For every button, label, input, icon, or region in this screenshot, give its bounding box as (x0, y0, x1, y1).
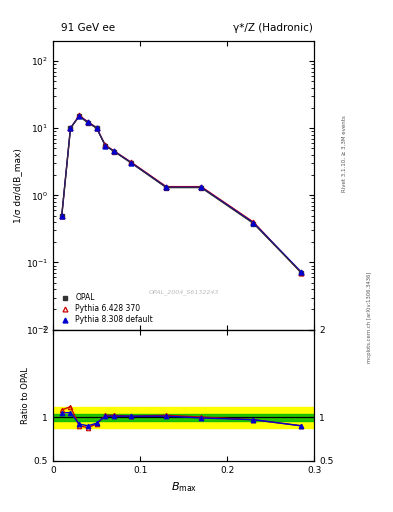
Pythia 6.428 370 (251, 219, 256, 225)
X-axis label: $B_{\rm max}$: $B_{\rm max}$ (171, 480, 197, 494)
Pythia 8.308 default (86, 119, 90, 125)
Line: Pythia 8.308 default: Pythia 8.308 default (59, 114, 304, 274)
OPAL (251, 221, 256, 227)
Pythia 8.308 default (112, 148, 116, 154)
Pythia 6.428 370 (68, 125, 73, 132)
OPAL (164, 185, 169, 191)
OPAL (112, 148, 116, 155)
Pythia 6.428 370 (94, 124, 99, 131)
Text: OPAL_2004_S6132243: OPAL_2004_S6132243 (149, 289, 219, 295)
OPAL (68, 125, 73, 132)
Pythia 6.428 370 (299, 270, 304, 276)
Line: Pythia 6.428 370: Pythia 6.428 370 (59, 113, 304, 275)
Pythia 8.308 default (251, 220, 256, 226)
Pythia 6.428 370 (199, 184, 204, 190)
Pythia 8.308 default (129, 160, 134, 166)
Pythia 6.428 370 (112, 148, 116, 154)
Y-axis label: 1/σ dσ/d(B_max): 1/σ dσ/d(B_max) (13, 148, 22, 223)
Line: OPAL: OPAL (59, 114, 304, 275)
OPAL (299, 270, 304, 276)
Pythia 8.308 default (94, 125, 99, 131)
Pythia 6.428 370 (77, 113, 82, 119)
Y-axis label: Ratio to OPAL: Ratio to OPAL (21, 367, 29, 423)
Pythia 6.428 370 (86, 119, 90, 125)
Legend: OPAL, Pythia 6.428 370, Pythia 8.308 default: OPAL, Pythia 6.428 370, Pythia 8.308 def… (57, 292, 154, 326)
Text: γ*/Z (Hadronic): γ*/Z (Hadronic) (233, 23, 312, 33)
Text: mcplots.cern.ch [arXiv:1306.3436]: mcplots.cern.ch [arXiv:1306.3436] (367, 272, 372, 363)
Pythia 8.308 default (299, 269, 304, 275)
Pythia 6.428 370 (129, 159, 134, 165)
Pythia 8.308 default (68, 125, 73, 131)
Pythia 8.308 default (59, 212, 64, 219)
Pythia 8.308 default (164, 184, 169, 190)
Pythia 6.428 370 (164, 184, 169, 190)
Pythia 8.308 default (199, 184, 204, 190)
OPAL (94, 125, 99, 132)
Pythia 8.308 default (103, 143, 108, 149)
Text: Rivet 3.1.10, ≥ 3.3M events: Rivet 3.1.10, ≥ 3.3M events (342, 115, 346, 192)
OPAL (103, 143, 108, 149)
OPAL (77, 113, 82, 119)
OPAL (59, 212, 64, 219)
Text: 91 GeV ee: 91 GeV ee (61, 23, 115, 33)
OPAL (199, 185, 204, 191)
OPAL (86, 120, 90, 126)
Pythia 6.428 370 (59, 212, 64, 219)
Pythia 8.308 default (77, 113, 82, 119)
OPAL (129, 160, 134, 166)
Pythia 6.428 370 (103, 142, 108, 148)
